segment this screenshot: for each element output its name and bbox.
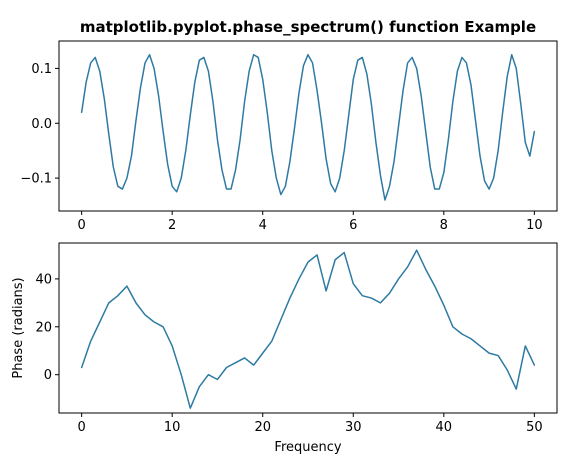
bottom-x-tick-label: 20 — [254, 420, 271, 435]
top-x-tick-label: 10 — [526, 218, 543, 233]
bottom-x-tick-label: 10 — [164, 420, 181, 435]
top-tick-group: 0 2 4 6 8 10 −0.1 0.0 0.1 — [20, 62, 542, 233]
top-chart-title: matplotlib.pyplot.phase_spectrum() funct… — [80, 18, 536, 36]
bottom-y-tick-label: 40 — [35, 272, 52, 287]
top-x-tick-label: 8 — [440, 218, 448, 233]
bottom-y-tick-label: 20 — [35, 320, 52, 335]
top-x-tick-label: 2 — [168, 218, 176, 233]
top-series-group — [80, 53, 536, 201]
bottom-x-tick-label: 50 — [526, 420, 543, 435]
bottom-series-line-0 — [80, 249, 536, 409]
bottom-y-axis-label: Phase (radians) — [11, 277, 26, 378]
top-x-tick-label: 0 — [77, 218, 85, 233]
top-y-tick-label: −0.1 — [20, 172, 52, 187]
top-x-tick-label: 4 — [259, 218, 267, 233]
top-subplot: matplotlib.pyplot.phase_spectrum() funct… — [20, 18, 558, 233]
bottom-y-tick-label: 0 — [44, 368, 52, 383]
top-x-tick-label: 6 — [349, 218, 357, 233]
bottom-series-group — [80, 249, 536, 409]
bottom-tick-group: 0 10 20 30 40 50 0 20 40 — [35, 272, 542, 435]
bottom-x-tick-label: 40 — [436, 420, 453, 435]
top-y-tick-label: 0.1 — [31, 62, 52, 77]
bottom-x-tick-label: 0 — [77, 420, 85, 435]
top-y-tick-label: 0.0 — [31, 117, 52, 132]
bottom-x-axis-label: Frequency — [274, 440, 341, 455]
top-axes-frame — [58, 40, 558, 212]
bottom-axes-frame — [58, 242, 558, 414]
bottom-x-tick-label: 30 — [345, 420, 362, 435]
bottom-subplot: 0 10 20 30 40 50 0 20 40 Frequency Phase (radian… — [11, 242, 558, 455]
top-series-line-0 — [80, 53, 536, 201]
